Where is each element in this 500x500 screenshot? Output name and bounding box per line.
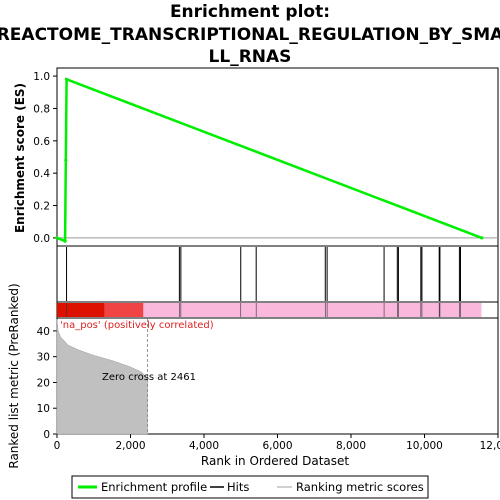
x-tick-label: 12,000 bbox=[480, 440, 500, 452]
legend: Enrichment profile Hits Ranking metric s… bbox=[71, 475, 429, 499]
legend-hits-label: Hits bbox=[227, 480, 249, 494]
colorbar-segment bbox=[57, 303, 105, 317]
colorbar-annotation: 'na_pos' (positively correlated) bbox=[60, 320, 214, 331]
x-tick-label: 10,000 bbox=[406, 440, 443, 452]
colorbar-segment bbox=[104, 303, 144, 317]
colorbar-segment bbox=[143, 303, 148, 317]
legend-metric-label: Ranking metric scores bbox=[296, 480, 424, 494]
es-y-tick-label: 0.2 bbox=[33, 201, 50, 213]
metric-y-tick-label: 40 bbox=[37, 326, 50, 338]
colorbar-segment bbox=[147, 303, 482, 317]
enrichment-point bbox=[480, 236, 484, 240]
hits-panel bbox=[66, 247, 462, 301]
metric-panel: 0 10 20 30 40 0 2,000 4,000 6,000 8,000 10,000 12,0… bbox=[37, 318, 500, 452]
es-panel: 0.0 0.2 0.4 0.6 0.8 1.0 bbox=[33, 71, 498, 245]
es-y-tick-label: 0.6 bbox=[33, 136, 50, 148]
es-y-tick-label: 0.4 bbox=[33, 168, 50, 180]
es-y-tick-label: 1.0 bbox=[33, 71, 50, 83]
enrichment-point bbox=[64, 77, 69, 81]
colorbar-panel: 'na_pos' (positively correlated) bbox=[57, 303, 482, 331]
es-y-axis-label: Enrichment score (ES) bbox=[13, 83, 27, 233]
es-y-tick-label: 0.0 bbox=[33, 233, 50, 245]
enrichment-point bbox=[55, 236, 59, 240]
legend-enrichment-label: Enrichment profile bbox=[101, 480, 207, 494]
enrichment-point bbox=[63, 239, 67, 243]
metric-y-tick-label: 0 bbox=[43, 429, 50, 441]
x-axis-label: Rank in Ordered Dataset bbox=[201, 454, 349, 468]
plot-title-line-3: LL_RNAS bbox=[209, 47, 292, 67]
plot-title-line-2: REACTOME_TRANSCRIPTIONAL_REGULATION_BY_S… bbox=[0, 25, 500, 45]
enrichment-point bbox=[64, 158, 68, 162]
es-y-tick-label: 0.8 bbox=[33, 103, 50, 115]
metric-y-tick-label: 30 bbox=[37, 352, 50, 364]
zero-cross-label: Zero cross at 2461 bbox=[102, 372, 196, 383]
hits-panel-frame bbox=[56, 245, 499, 303]
enrichment-profile-line bbox=[56, 77, 483, 243]
metric-y-tick-label: 20 bbox=[37, 377, 50, 389]
legend-box bbox=[71, 475, 429, 499]
x-tick-label: 6,000 bbox=[262, 440, 292, 452]
x-tick-label: 4,000 bbox=[189, 440, 219, 452]
x-tick-label: 8,000 bbox=[336, 440, 366, 452]
x-tick-label: 0 bbox=[54, 440, 61, 452]
x-tick-label: 2,000 bbox=[115, 440, 145, 452]
metric-y-tick-label: 10 bbox=[37, 403, 50, 415]
plot-title-line-1: Enrichment plot: bbox=[170, 2, 330, 22]
metric-y-axis-label: Ranked list metric (PreRanked) bbox=[7, 283, 21, 468]
